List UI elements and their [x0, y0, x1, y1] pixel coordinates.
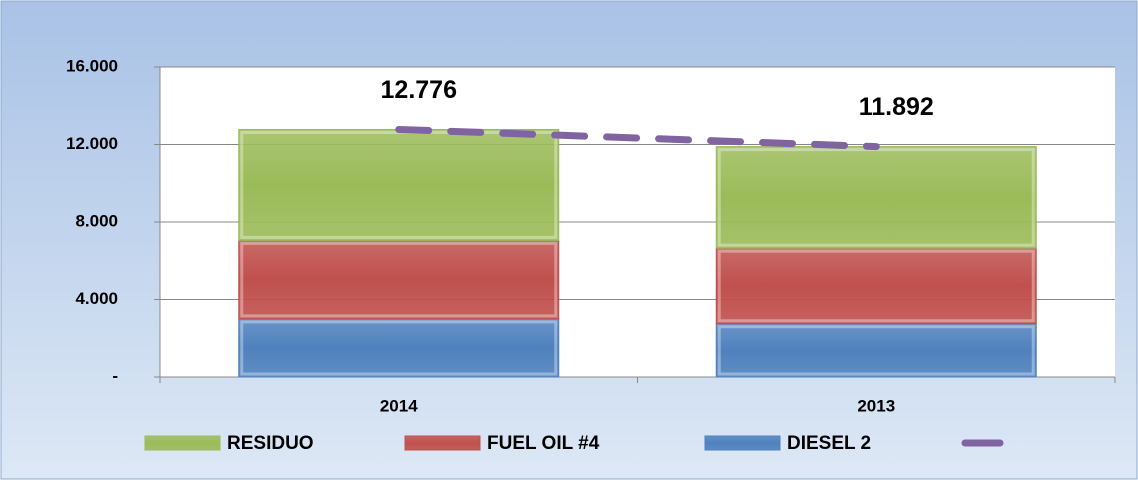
bar-segment	[238, 318, 560, 378]
bar-bevel	[717, 325, 1035, 376]
bar-segment	[715, 146, 1037, 249]
bar-bevel	[717, 249, 1035, 323]
legend-swatch	[704, 435, 781, 451]
bar-segment	[715, 323, 1037, 378]
bar-segment	[238, 239, 560, 320]
value-label: 12.776	[381, 76, 457, 104]
y-tick-label: 8.000	[75, 211, 118, 230]
y-tick-label: 16.000	[66, 56, 118, 75]
bar-segment	[715, 247, 1037, 325]
y-tick-label: 4.000	[75, 289, 118, 308]
legend-label: RESIDUO	[227, 433, 314, 454]
value-label: 11.892	[859, 93, 934, 121]
bar-bevel	[240, 241, 558, 318]
x-tick-label: 2013	[857, 396, 895, 415]
y-tick-label: 12.000	[66, 134, 118, 153]
legend-label: FUEL OIL #4	[487, 433, 600, 454]
legend-label: DIESEL 2	[787, 433, 871, 454]
total-line	[395, 125, 880, 151]
bar-segment	[238, 128, 560, 241]
legend-swatch	[144, 435, 221, 451]
bar-bevel	[240, 320, 558, 376]
y-tick-label: -	[112, 366, 118, 385]
legend-swatch	[404, 435, 481, 451]
x-tick-label: 2014	[380, 396, 418, 415]
